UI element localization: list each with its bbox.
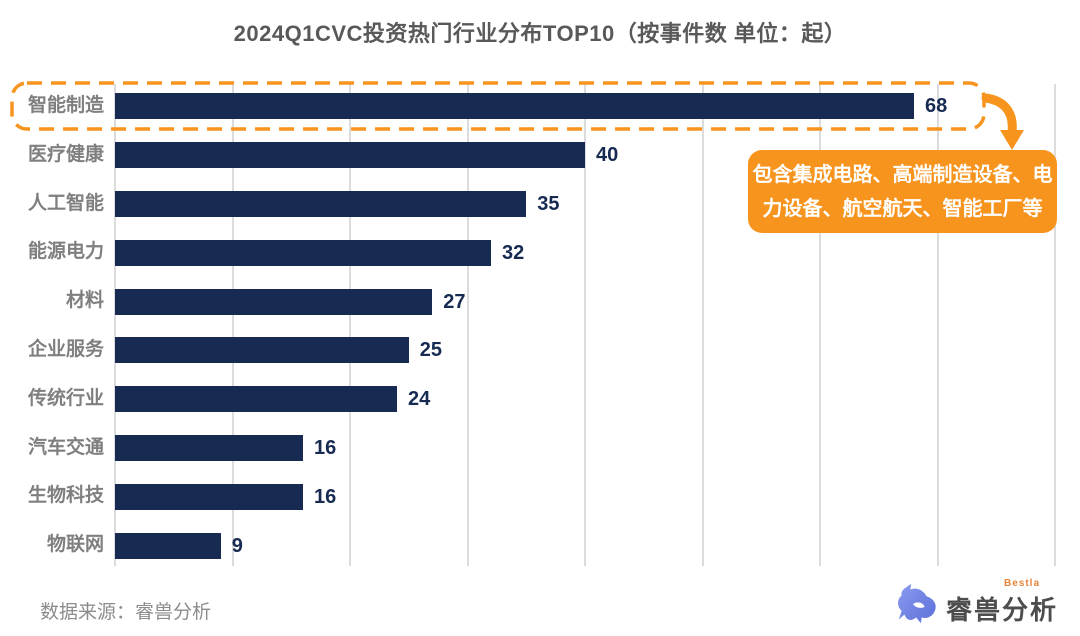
bar — [115, 288, 433, 315]
grid-line — [584, 84, 586, 566]
bar — [115, 435, 303, 461]
bar — [115, 191, 527, 217]
bar — [115, 532, 221, 559]
category-label: 企业服务 — [27, 339, 104, 360]
category-label: 能源电力 — [27, 241, 104, 263]
callout-annotation: 包含集成电路、高端制造设备、电 力设备、航空航天、智能工厂等 — [748, 150, 1057, 233]
grid-line — [466, 84, 469, 566]
value-label: 24 — [408, 388, 431, 411]
value-label: 16 — [314, 437, 337, 459]
value-label: 32 — [502, 241, 525, 264]
category-label: 智能制造 — [27, 95, 104, 116]
grid-line — [114, 84, 116, 566]
chart-title: 2024Q1CVC投资热门行业分布TOP10（按事件数 单位：起） — [233, 21, 847, 46]
category-label: 人工智能 — [27, 192, 104, 214]
grid-line — [819, 84, 821, 566]
grid-line — [1054, 84, 1056, 566]
value-label: 25 — [419, 339, 442, 362]
logo-wordmark: 睿兽分析 — [946, 595, 1059, 625]
grid-line — [231, 84, 234, 566]
value-label: 68 — [925, 95, 948, 118]
brand-logo: Bestla 睿兽分析 — [894, 578, 1070, 626]
category-label: 汽车交通 — [27, 436, 104, 458]
value-label: 35 — [537, 193, 560, 215]
callout-line-2: 力设备、航空航天、智能工厂等 — [762, 197, 1043, 220]
bar — [115, 483, 303, 510]
bar — [115, 337, 409, 364]
category-label: 物联网 — [46, 534, 104, 556]
grid-line — [936, 84, 939, 566]
callout-arrow-icon — [981, 93, 1024, 150]
category-label: 医疗健康 — [27, 143, 104, 165]
bar — [115, 93, 914, 120]
callout-line-1: 包含集成电路、高端制造设备、电 — [752, 163, 1053, 186]
data-source-label: 数据来源：睿兽分析 — [40, 602, 212, 623]
value-label: 27 — [443, 290, 466, 313]
category-label: 传统行业 — [27, 387, 104, 409]
value-label: 16 — [314, 485, 337, 508]
category-label: 材料 — [65, 290, 104, 312]
grid-line — [701, 84, 704, 566]
value-label: 40 — [596, 144, 619, 167]
category-label: 生物科技 — [27, 485, 104, 507]
beast-logo-icon — [898, 583, 936, 624]
bar — [115, 142, 585, 169]
bar — [115, 386, 397, 413]
bar — [115, 239, 491, 266]
grid-line — [349, 84, 351, 566]
logo-subtext: Bestla — [1004, 578, 1041, 589]
value-label: 9 — [231, 534, 243, 557]
